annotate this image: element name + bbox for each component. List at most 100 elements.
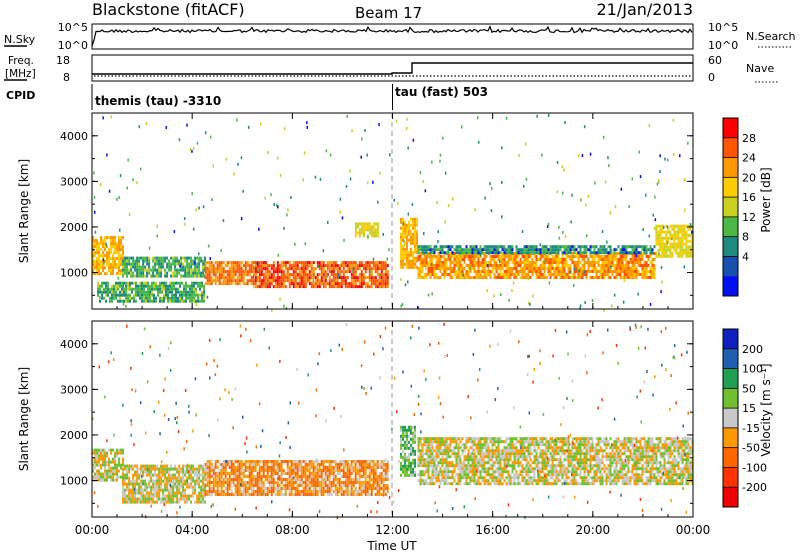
heatmap-cell <box>406 265 408 269</box>
heatmap-cell <box>208 282 211 286</box>
heatmap-cell <box>210 463 213 466</box>
heatmap-cell <box>226 490 229 493</box>
heatmap-cell <box>226 487 229 490</box>
heatmap-cell <box>119 293 121 297</box>
heatmap-cell <box>332 490 335 493</box>
heatmap-cell <box>491 248 494 252</box>
heatmap-cell <box>621 248 624 252</box>
heatmap-cell <box>320 484 323 487</box>
heatmap-cell <box>417 446 420 450</box>
heatmap-cell <box>284 472 287 475</box>
heatmap-cell <box>308 484 311 487</box>
heatmap-sparse-cell <box>583 125 586 129</box>
heatmap-cell <box>521 270 524 273</box>
heatmap-cell <box>104 272 106 276</box>
heatmap-cell <box>254 466 257 469</box>
heatmap-cell <box>177 290 179 294</box>
heatmap-cell <box>260 466 263 469</box>
heatmap-cell <box>565 251 568 255</box>
heatmap-cell <box>147 281 149 285</box>
heatmap-cell <box>360 270 363 274</box>
heatmap-cell <box>400 434 402 438</box>
heatmap-cell <box>142 265 145 269</box>
heatmap-cell <box>176 271 179 275</box>
heatmap-cell <box>124 256 126 260</box>
heatmap-cell <box>402 256 404 260</box>
heatmap-cell <box>236 472 239 475</box>
heatmap-cell <box>178 259 181 263</box>
heatmap-cell <box>191 281 193 285</box>
heatmap-sparse-cell <box>283 226 285 230</box>
heatmap-cell <box>196 467 199 471</box>
heatmap-cell <box>214 460 217 463</box>
heatmap-cell <box>427 273 430 276</box>
heatmap-cell <box>537 251 540 255</box>
heatmap-cell <box>204 463 207 466</box>
heatmap-cell <box>290 478 293 481</box>
heatmap-cell <box>286 478 289 481</box>
heatmap-sparse-cell <box>437 240 439 244</box>
heatmap-cell <box>691 254 694 258</box>
heatmap-cell <box>290 279 293 283</box>
heatmap-cell <box>100 239 102 243</box>
heatmap-cell <box>417 273 420 276</box>
heatmap-cell <box>459 261 462 264</box>
heatmap-cell <box>280 276 283 280</box>
heatmap-cell <box>384 469 387 472</box>
heatmap-cell <box>611 270 614 273</box>
heatmap-cell <box>212 279 215 283</box>
heatmap-cell <box>374 463 377 466</box>
heatmap-cell <box>547 255 550 258</box>
heatmap-cell <box>539 255 542 258</box>
heatmap-cell <box>220 273 223 277</box>
heatmap-cell <box>336 285 339 289</box>
heatmap-cell <box>350 267 353 271</box>
heatmap-cell <box>404 446 406 450</box>
heatmap-cell <box>262 484 265 487</box>
heatmap-cell <box>274 460 277 463</box>
heatmap-cell <box>344 472 347 475</box>
heatmap-cell <box>206 460 209 463</box>
heatmap-cell <box>194 274 197 278</box>
heatmap-cell <box>599 267 602 270</box>
heatmap-cell <box>410 443 412 447</box>
heatmap-cell <box>304 279 307 283</box>
heatmap-cell <box>230 276 233 280</box>
heatmap-cell <box>400 464 402 468</box>
heatmap-cell <box>573 245 576 249</box>
heatmap-cell <box>515 251 518 255</box>
heatmap-cell <box>433 264 436 267</box>
heatmap-cell <box>133 299 135 303</box>
heatmap-cell <box>174 482 177 486</box>
heatmap-cell <box>342 282 345 286</box>
heatmap-cell <box>138 256 141 260</box>
heatmap-cell <box>184 464 187 468</box>
heatmap-cell <box>449 273 452 276</box>
heatmap-cell <box>406 437 408 441</box>
heatmap-cell <box>356 279 359 283</box>
heatmap-cell <box>457 245 460 249</box>
heatmap-cell <box>487 248 490 252</box>
heatmap-cell <box>194 259 197 263</box>
heatmap-cell <box>161 290 163 294</box>
heatmap-cell <box>109 296 111 300</box>
heatmap-cell <box>423 437 426 441</box>
heatmap-cell <box>288 484 291 487</box>
heatmap-cell <box>262 285 265 289</box>
heatmap-cell <box>316 282 319 286</box>
heatmap-cell <box>134 268 137 272</box>
heatmap-cell <box>571 261 574 264</box>
heatmap-cell <box>605 261 608 264</box>
heatmap-sparse-cell <box>186 123 188 127</box>
heatmap-cell <box>457 264 460 267</box>
heatmap-cell <box>108 469 110 473</box>
heatmap-cell <box>302 276 305 280</box>
heatmap-cell <box>193 287 195 291</box>
heatmap-cell <box>421 251 424 255</box>
heatmap-cell <box>491 270 494 273</box>
heatmap-cell <box>597 276 600 279</box>
heatmap-cell <box>182 482 185 486</box>
heatmap-cell <box>230 273 233 277</box>
heatmap-cell <box>362 279 365 283</box>
heatmap-sparse-cell <box>548 281 551 285</box>
